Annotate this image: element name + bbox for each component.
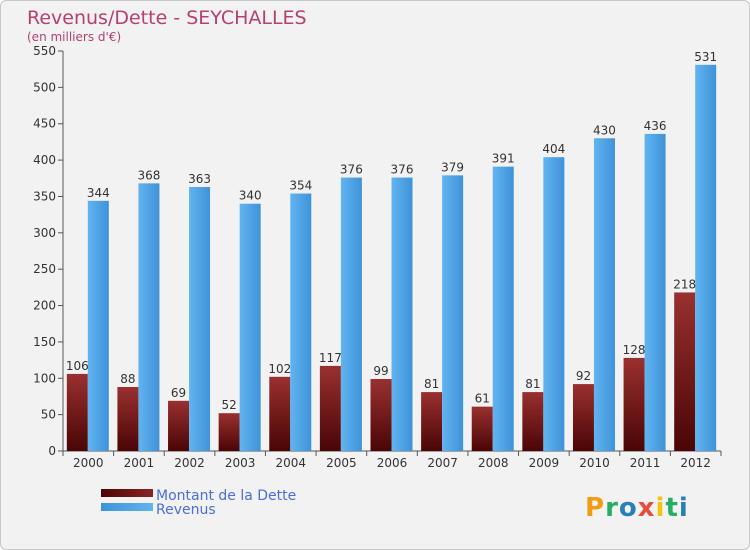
value-labels: 106 344 88 368 69 363 52 340 102 354 117 376 99 376 81… — [66, 50, 717, 412]
bar-revenus — [593, 138, 615, 452]
x-tick-label: 2010 — [579, 456, 610, 470]
bar-revenus — [442, 175, 464, 451]
bar-revenus — [695, 64, 717, 451]
x-tick-label: 2012 — [680, 456, 711, 470]
bar-debt — [370, 379, 392, 451]
bar-debt — [66, 373, 88, 451]
value-label-debt: 81 — [525, 377, 540, 391]
y-tick-label: 200 — [33, 299, 56, 313]
bar-debt — [572, 384, 594, 451]
y-tick-label: 0 — [48, 444, 56, 458]
value-label-debt: 88 — [120, 372, 135, 386]
value-label-debt: 106 — [66, 359, 89, 373]
value-label-debt: 99 — [373, 364, 388, 378]
x-tick-label: 2007 — [427, 456, 458, 470]
value-label-revenus: 363 — [188, 172, 211, 186]
x-tick-label: 2001 — [124, 456, 155, 470]
value-label-debt: 92 — [576, 369, 591, 383]
bar-debt — [421, 392, 443, 451]
chart-title: Revenus/Dette - SEYCHALLES — [27, 7, 307, 29]
bar-revenus — [138, 183, 160, 451]
x-tick-label: 2011 — [630, 456, 661, 470]
chart-subtitle: (en milliers d'€) — [27, 30, 121, 44]
x-tick-label: 2002 — [174, 456, 205, 470]
bar-debt — [522, 392, 544, 451]
y-tick-label: 150 — [33, 335, 56, 349]
bar-revenus — [644, 133, 666, 451]
y-tick-label: 550 — [33, 44, 56, 58]
bar-revenus — [492, 166, 514, 452]
y-tick-label: 250 — [33, 262, 56, 276]
x-tick-label: 2005 — [326, 456, 357, 470]
bar-revenus — [87, 200, 109, 451]
y-tick-label: 300 — [33, 226, 56, 240]
value-label-revenus: 391 — [492, 152, 515, 166]
x-tick-label: 2000 — [73, 456, 104, 470]
value-label-revenus: 430 — [593, 123, 616, 137]
bar-debt — [319, 365, 341, 451]
proxiti-logo: Proxiti — [585, 493, 689, 523]
y-tick-label: 50 — [41, 408, 56, 422]
bar-debt — [269, 376, 291, 451]
y-tick-label: 450 — [33, 117, 56, 131]
value-label-revenus: 531 — [694, 50, 717, 64]
bars — [66, 64, 717, 452]
bar-debt — [168, 400, 190, 451]
bar-debt — [117, 387, 139, 451]
value-label-debt: 102 — [268, 362, 291, 376]
x-tick-label: 2008 — [478, 456, 509, 470]
value-label-debt: 61 — [475, 392, 490, 406]
axes: 0 50 100 150 200 250 300 350 400 450 500 550 — [33, 44, 722, 458]
bar-debt — [471, 406, 493, 451]
legend-swatch-revenus — [101, 503, 153, 511]
value-label-revenus: 340 — [239, 189, 262, 203]
logo-text: Proxiti — [585, 493, 689, 523]
y-tick-label: 100 — [33, 371, 56, 385]
bar-debt — [674, 292, 696, 451]
bar-debt — [218, 413, 240, 451]
value-label-revenus: 436 — [644, 119, 667, 133]
legend: Montant de la Dette Revenus — [101, 488, 296, 518]
x-tick-label: 2004 — [275, 456, 306, 470]
bar-revenus — [340, 177, 362, 451]
value-label-revenus: 376 — [340, 163, 363, 177]
legend-label-debt: Montant de la Dette — [156, 488, 296, 504]
value-label-debt: 52 — [222, 398, 237, 412]
bar-revenus — [290, 193, 312, 451]
y-tick-label: 350 — [33, 189, 56, 203]
value-label-revenus: 368 — [137, 168, 160, 182]
x-tick-label: 2006 — [377, 456, 408, 470]
y-tick-label: 400 — [33, 153, 56, 167]
value-label-debt: 69 — [171, 386, 186, 400]
value-label-revenus: 344 — [87, 186, 110, 200]
value-label-revenus: 354 — [289, 179, 312, 193]
value-label-debt: 128 — [623, 343, 646, 357]
x-tick-label: 2003 — [225, 456, 256, 470]
y-tick-label: 500 — [33, 80, 56, 94]
legend-label-revenus: Revenus — [156, 502, 216, 518]
value-label-revenus: 376 — [391, 163, 414, 177]
bar-revenus — [391, 177, 413, 451]
bar-revenus — [239, 203, 261, 451]
value-label-revenus: 379 — [441, 160, 464, 174]
x-tick-labels: 2000 2001 2002 2003 2004 2005 2006 2007 2008 2009… — [73, 456, 711, 470]
value-label-debt: 81 — [424, 377, 439, 391]
legend-swatch-debt — [101, 489, 153, 497]
x-tick-label: 2009 — [529, 456, 560, 470]
value-label-debt: 117 — [319, 351, 342, 365]
bar-revenus — [189, 187, 211, 451]
value-label-revenus: 404 — [542, 142, 565, 156]
value-label-debt: 218 — [673, 277, 696, 291]
bar-revenus — [543, 157, 565, 451]
bar-debt — [623, 357, 645, 451]
